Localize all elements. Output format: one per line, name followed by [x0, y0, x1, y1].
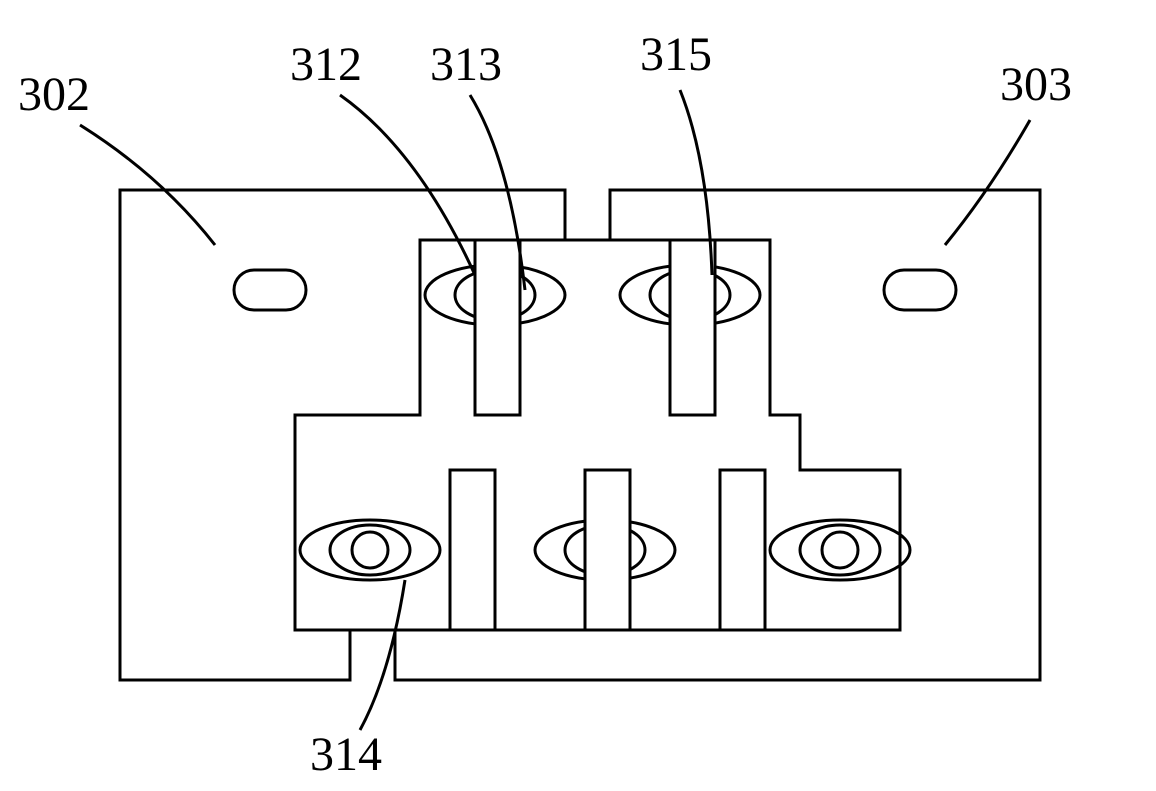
leader-314 [360, 580, 405, 730]
bridge-top-0 [475, 240, 520, 415]
eye-bottom-2 [770, 520, 910, 580]
slot-1 [884, 270, 956, 310]
bridge-top-1 [670, 240, 715, 415]
label-302: 302 [18, 68, 215, 245]
leader-302 [80, 125, 215, 245]
label-text-315: 315 [640, 28, 712, 81]
label-303: 303 [945, 58, 1072, 245]
bridge-bottom-1 [585, 470, 630, 630]
label-text-302: 302 [18, 68, 90, 121]
bridge-bottom-2 [720, 470, 765, 630]
eye-bottom-0 [300, 520, 440, 580]
leader-303 [945, 120, 1030, 245]
bridge-bottom-0 [450, 470, 495, 630]
leader-312 [340, 95, 475, 275]
outer-plate [120, 190, 1040, 680]
label-text-313: 313 [430, 38, 502, 91]
label-text-303: 303 [1000, 58, 1072, 111]
slot-0 [234, 270, 306, 310]
label-text-314: 314 [310, 728, 382, 781]
label-315: 315 [640, 28, 712, 275]
label-text-312: 312 [290, 38, 362, 91]
